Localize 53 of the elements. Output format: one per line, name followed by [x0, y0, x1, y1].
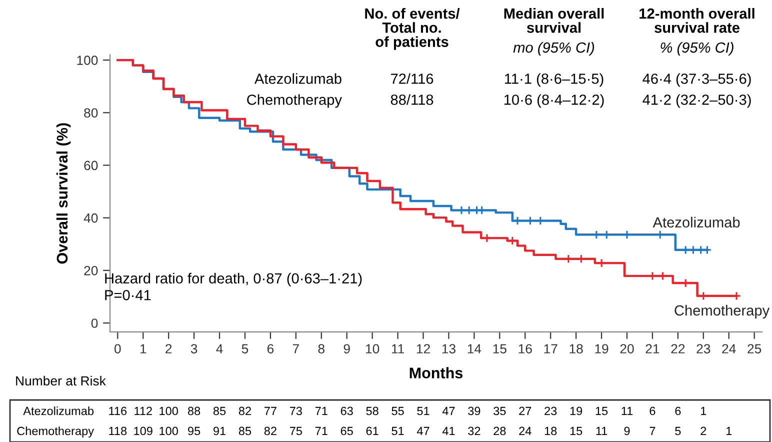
y-tick-label: 80	[84, 108, 98, 118]
x-tick-label: 6	[267, 344, 274, 354]
x-axis-title: Months	[410, 367, 463, 378]
x-tick-label: 19	[595, 344, 608, 354]
y-tick-label: 20	[84, 266, 98, 276]
annotation: 72/116	[390, 73, 434, 84]
x-tick-label: 11	[392, 344, 404, 354]
x-tick-label: 3	[190, 344, 198, 354]
y-tick-label: 40	[84, 213, 98, 223]
x-tick-label: 5	[242, 344, 248, 354]
x-tick-label: 7	[292, 344, 299, 354]
x-tick-label: 13	[442, 344, 456, 354]
x-tick-label: 15	[493, 344, 506, 354]
series-label: Chemotherapy	[674, 304, 770, 318]
x-tick-label: 25	[748, 344, 762, 354]
annotation: 10·6 (8·4–12·2)	[504, 94, 604, 108]
y-axis-title: Overall survival (%)	[56, 123, 71, 264]
x-tick-label: 12	[416, 344, 430, 354]
text: Atezolizumab 116 112 100 88 85 82 77 73 71 63 58 55 51 47 39 35 27 23 19 15 11 6 6 1	[23, 406, 706, 416]
annotation: Hazard ratio for death, 0·87 (0·63–1·21) P=0·41	[105, 272, 362, 300]
y-tick-label: 60	[84, 160, 98, 170]
x-tick-label: 22	[671, 344, 685, 354]
x-tick-label: 20	[620, 344, 634, 354]
x-tick-label: 17	[544, 344, 558, 354]
x-tick-label: 24	[722, 344, 736, 354]
annotation: 88/118	[390, 94, 434, 105]
annotation: 46·4 (37·3–55·6)	[642, 73, 751, 87]
x-tick-label: 16	[518, 344, 532, 354]
series-label: Atezolizumab	[652, 216, 740, 228]
text: No. of events/ Total no. of patients	[365, 8, 460, 50]
x-tick-label: 23	[696, 344, 710, 354]
x-tick-label: 1	[140, 344, 146, 354]
y-tick-label: 0	[91, 318, 98, 328]
x-tick-label: 0	[114, 344, 121, 354]
text: 12-month overall survival rate	[640, 8, 754, 33]
annotation: mo (95% CI)	[513, 42, 594, 56]
x-tick-label: 21	[646, 344, 660, 354]
text: Median overall survival	[504, 8, 604, 33]
x-tick-label: 4	[216, 344, 223, 354]
annotation: Chemotherapy	[247, 94, 342, 108]
x-tick-label: 14	[468, 344, 482, 354]
annotation: % (95% CI)	[660, 42, 734, 56]
y-tick-label: 100	[77, 56, 98, 65]
x-tick-label: 2	[166, 344, 172, 354]
x-tick-label: 10	[366, 344, 380, 354]
annotation: Atezolizumab	[254, 73, 342, 84]
x-tick-label: 18	[570, 344, 583, 354]
x-tick-label: 9	[344, 344, 350, 354]
annotation: 41·2 (32·2–50·3)	[642, 94, 751, 108]
x-tick-label: 8	[318, 344, 324, 354]
text: Chemotherapy 118 109 100 95 91 85 82 75 71 65 61 51 47 41 32 28 24 18 15 11 9 7 5 2 1	[17, 426, 732, 438]
annotation: 11·1 (8·6–15·5)	[504, 73, 604, 87]
text: Number at Risk	[16, 376, 106, 386]
